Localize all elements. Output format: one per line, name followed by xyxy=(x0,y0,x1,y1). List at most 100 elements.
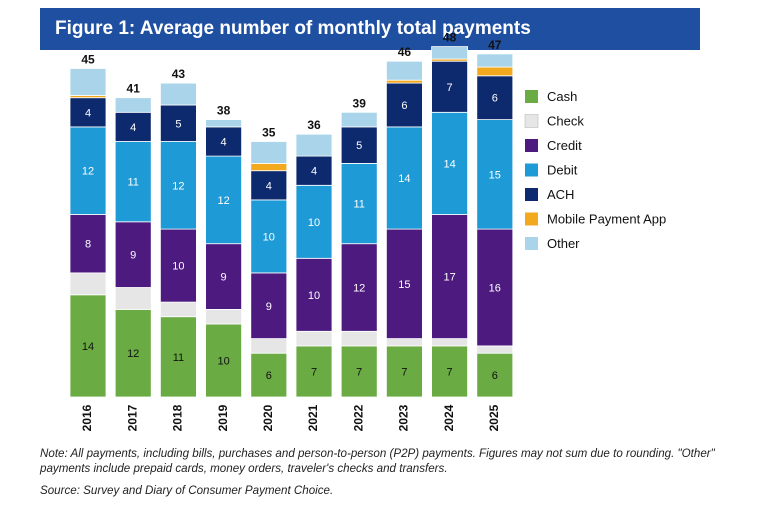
bar-segment-2025-check xyxy=(476,345,514,354)
bar-total-label: 48 xyxy=(443,31,457,45)
x-tick-label: 2023 xyxy=(397,404,411,431)
bar-value-label: 8 xyxy=(85,239,91,251)
bar-segment-2022-ach xyxy=(340,126,378,164)
bar-segment-2018-other xyxy=(159,82,197,106)
bar-value-label: 14 xyxy=(443,158,455,170)
bar-segment-2022-other xyxy=(340,111,378,128)
bar-value-label: 7 xyxy=(401,366,407,378)
bar-segment-2016-check xyxy=(69,272,107,296)
bar-segment-2021-debit xyxy=(295,184,333,259)
bar-segment-2024-ach xyxy=(431,60,469,113)
chart-source: Source: Survey and Diary of Consumer Pay… xyxy=(40,484,334,497)
bar-segment-2024-credit xyxy=(431,214,469,339)
bar-segment-2020-mobile-payment-app xyxy=(250,162,288,172)
bar-value-label: 12 xyxy=(172,180,184,192)
legend-label-ach: ACH xyxy=(547,187,574,202)
bar-value-label: 6 xyxy=(492,93,498,105)
legend-label-check: Check xyxy=(547,114,584,129)
bar-value-label: 10 xyxy=(308,217,320,229)
bar-total-label: 45 xyxy=(81,53,95,67)
bar-value-label: 10 xyxy=(308,290,320,302)
bar-segment-2022-debit xyxy=(340,162,378,245)
bar-value-label: 10 xyxy=(217,356,229,368)
bar-total-label: 36 xyxy=(307,118,321,132)
bar-total-label: 47 xyxy=(488,38,502,52)
bar-segment-2025-other xyxy=(476,53,514,68)
bar-segment-2016-credit xyxy=(69,214,107,274)
bar-value-label: 9 xyxy=(221,272,227,284)
bar-value-label: 12 xyxy=(127,348,139,360)
bar-segment-2025-credit xyxy=(476,228,514,347)
bar-value-label: 15 xyxy=(398,279,410,291)
bar-total-label: 39 xyxy=(353,96,367,110)
x-tick-label: 2020 xyxy=(261,404,275,431)
bar-value-label: 15 xyxy=(489,169,501,181)
bar-segment-2018-check xyxy=(159,301,197,318)
bar-segment-2025-ach xyxy=(476,75,514,121)
bar-segment-2017-cash xyxy=(114,308,152,398)
x-tick-label: 2016 xyxy=(80,404,94,431)
bar-segment-2018-ach xyxy=(159,104,197,142)
bar-segment-2019-cash xyxy=(205,323,243,398)
bar-value-label: 5 xyxy=(356,140,362,152)
legend-swatch-debit xyxy=(525,163,538,177)
bar-segment-2023-other xyxy=(385,60,423,81)
bar-segment-2016-other xyxy=(69,68,107,96)
bar-segment-2025-mobile-payment-app xyxy=(476,66,514,77)
bar-segment-2020-ach xyxy=(250,170,288,201)
legend-swatch-cash xyxy=(525,90,538,103)
bar-segment-2020-other xyxy=(250,141,288,164)
bar-value-label: 14 xyxy=(82,341,94,353)
bar-segment-2017-check xyxy=(114,287,152,310)
legend-swatch-credit xyxy=(525,139,538,152)
bar-value-label: 10 xyxy=(172,261,184,273)
bar-segment-2022-credit xyxy=(340,243,378,332)
bar-segment-2022-cash xyxy=(340,345,378,398)
bar-value-label: 12 xyxy=(217,195,229,207)
bar-value-label: 16 xyxy=(489,283,501,295)
legend-label-other: Other xyxy=(547,236,580,251)
legend-label-debit: Debit xyxy=(547,163,578,178)
legend-label-cash: Cash xyxy=(547,89,577,104)
bar-value-label: 6 xyxy=(401,100,407,112)
bar-value-label: 7 xyxy=(356,366,362,378)
bar-value-label: 11 xyxy=(127,177,138,189)
bar-segment-2023-mobile-payment-app xyxy=(385,79,423,84)
bar-total-label: 35 xyxy=(262,126,276,140)
bar-value-label: 6 xyxy=(492,370,498,382)
bar-segment-2020-cash xyxy=(250,352,288,398)
bar-segment-2020-debit xyxy=(250,199,288,274)
stacked-bar-chart: 1481244520161291144120171110125432018109… xyxy=(69,31,666,431)
legend-swatch-check xyxy=(524,114,539,128)
legend-swatch-ach xyxy=(525,188,538,201)
bar-segment-2021-check xyxy=(295,330,333,347)
bar-segment-2017-credit xyxy=(114,221,152,288)
bar-value-label: 12 xyxy=(82,166,94,178)
bar-segment-2024-other xyxy=(431,46,469,60)
legend-label-credit: Credit xyxy=(547,138,582,153)
x-tick-label: 2025 xyxy=(487,404,501,431)
bar-segment-2019-check xyxy=(205,308,243,325)
bar-value-label: 5 xyxy=(175,118,181,130)
bar-segment-2020-credit xyxy=(250,272,288,339)
bar-segment-2021-cash xyxy=(295,345,333,398)
bar-value-label: 6 xyxy=(266,370,272,382)
bar-total-label: 41 xyxy=(127,82,141,96)
bar-value-label: 17 xyxy=(443,272,455,284)
bar-value-label: 12 xyxy=(353,283,365,295)
legend-label-mobile-payment-app: Mobile Payment App xyxy=(547,212,666,227)
x-tick-label: 2022 xyxy=(351,404,365,431)
bar-segment-2021-other xyxy=(295,133,333,157)
bar-value-label: 7 xyxy=(311,366,317,378)
bar-value-label: 11 xyxy=(353,199,364,211)
bar-segment-2021-credit xyxy=(295,257,333,332)
bar-value-label: 14 xyxy=(398,173,410,185)
bar-segment-2017-other xyxy=(114,97,152,113)
bar-segment-2017-debit xyxy=(114,141,152,223)
bar-segment-2023-ach xyxy=(385,82,423,128)
bar-value-label: 7 xyxy=(447,366,453,378)
title-bar: Figure 1: Average number of monthly tota… xyxy=(40,8,700,50)
legend-swatch-mobile-payment-app xyxy=(525,212,538,226)
x-tick-label: 2021 xyxy=(306,404,320,431)
bar-value-label: 4 xyxy=(85,107,91,119)
